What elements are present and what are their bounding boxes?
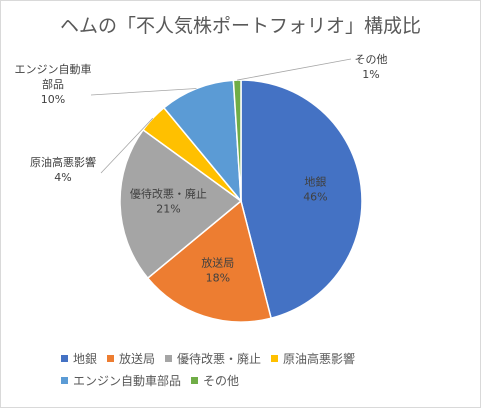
data-label-0: 地銀 46% <box>303 175 327 204</box>
legend-label-2: 優待改悪・廃止 <box>177 351 262 366</box>
leader-line-3 <box>100 117 154 174</box>
data-label-3: 原油高悪影響 4% <box>30 155 96 184</box>
legend-swatch-1 <box>107 354 115 362</box>
legend-label-1: 放送局 <box>119 351 156 366</box>
pie-slice-4 <box>162 79 242 204</box>
pie-slice-5 <box>232 79 242 202</box>
pie-chart: 地銀 46% 放送局 18% 優待改悪・廃止 21% 原油高悪影響 4% エンジン自動車部品 10… <box>15 53 388 323</box>
data-label-4: エンジン自動車部品 10% <box>15 62 92 106</box>
legend-label-3: 原油高悪影響 <box>283 351 356 366</box>
legend-label-0: 地銀 <box>73 351 98 366</box>
pie-slice-2 <box>119 128 243 280</box>
chart-title: ヘムの「不人気株ポートフォリオ」構成比 <box>59 15 421 37</box>
legend-label-5: その他 <box>203 373 240 388</box>
legend-item-0: 地銀 <box>61 349 97 367</box>
legend-swatch-0 <box>61 354 68 362</box>
data-label-5: その他 1% <box>355 53 388 81</box>
chart-legend: 地銀 放送局 優待改悪・廃止 原油高悪影響エンジン自動車部品 その他 <box>61 349 461 389</box>
legend-item-2: 優待改悪・廃止 <box>165 349 261 367</box>
pie-slice-1 <box>146 199 273 323</box>
data-label-2: 優待改悪・廃止 21% <box>130 186 207 215</box>
legend-item-1: 放送局 <box>107 349 155 367</box>
legend-swatch-2 <box>165 354 173 362</box>
pie-slice-0 <box>240 79 363 320</box>
legend-label-4: エンジン自動車部品 <box>73 373 182 388</box>
legend-swatch-5 <box>191 376 199 384</box>
legend-item-4: エンジン自動車部品 <box>61 371 181 389</box>
leader-line-5 <box>237 58 352 81</box>
leader-line-4 <box>90 88 197 96</box>
data-label-1: 放送局 18% <box>201 255 234 284</box>
legend-swatch-4 <box>61 376 68 384</box>
legend-item-3: 原油高悪影響 <box>271 349 355 367</box>
legend-swatch-3 <box>271 354 279 362</box>
legend-item-5: その他 <box>191 371 239 389</box>
